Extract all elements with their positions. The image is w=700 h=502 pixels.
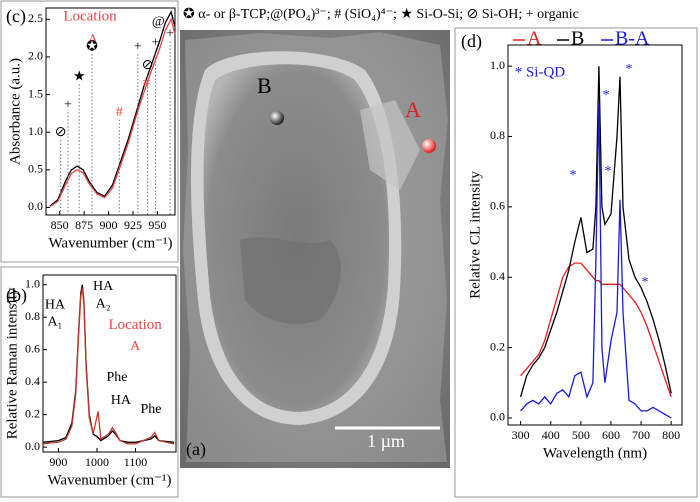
series-line [42, 287, 175, 445]
chart-panel: 300 400 500 600 700 800 0.0 0.2 0.4 0.6 0.8 1.0 Wave… [454, 27, 698, 498]
annotation: HA [111, 393, 132, 408]
plot-frame [507, 44, 683, 426]
annotation: * Si-QD [515, 65, 566, 81]
y-tick-label: 0.5 [28, 162, 43, 176]
annotation: * [570, 168, 577, 183]
point-marker [422, 139, 436, 153]
annotation: + [134, 39, 142, 54]
chart-panel: 900 1000 1100 0.0 0.2 0.4 0.6 0.8 1.0 Wavenumber … [0, 266, 179, 498]
panel-frame [454, 27, 698, 498]
sem-image: B A 1 µm (a) [180, 30, 450, 468]
panel-label: (b) [6, 285, 27, 306]
y-tick-label: 2.5 [28, 11, 43, 25]
annotation: * [626, 62, 633, 77]
scale-bar-label: 1 µm [367, 431, 405, 451]
x-tick-label: 500 [572, 428, 590, 442]
series-line [49, 10, 176, 207]
point-label: B [257, 73, 272, 98]
series-line [520, 101, 672, 419]
legend-label: B [571, 28, 584, 50]
annotation: Location [63, 8, 117, 24]
header: ✪ α- or β-TCP;@(PO₄)³⁻; # (SiO₄)⁴⁻; ★ Si… [183, 7, 579, 22]
panel-label: (c) [6, 6, 26, 27]
annotation: ✪ [86, 39, 98, 54]
y-tick-label: 0.2 [490, 339, 505, 353]
annotation: Phe [140, 402, 161, 417]
annotation: # [116, 105, 123, 120]
crater-feature [240, 237, 341, 324]
annotation: HA [93, 279, 114, 294]
x-tick-label: 600 [602, 428, 620, 442]
annotation: @ [152, 15, 165, 30]
x-tick-label: 400 [542, 428, 560, 442]
legend-label: B-A [615, 28, 650, 50]
x-tick-label: 850 [51, 218, 69, 232]
x-tick-label: 875 [75, 218, 93, 232]
y-axis-label: Relative Raman intensity [4, 287, 20, 439]
y-tick-label: 0.0 [28, 199, 43, 213]
series-line [49, 17, 176, 208]
y-tick-label: 0.0 [490, 410, 505, 424]
y-tick-label: 1.5 [28, 86, 43, 100]
annotation: + [64, 97, 72, 112]
y-tick-label: 0.4 [490, 269, 505, 283]
legend-label: A [527, 28, 542, 50]
y-tick-label: 0.2 [25, 406, 40, 420]
annotation: A₂ [96, 296, 111, 311]
plot-frame [45, 7, 176, 216]
annotation: # [143, 75, 150, 90]
annotation: A₁ [47, 314, 62, 329]
annotation: * [603, 88, 610, 103]
x-axis-label: Wavenumber (cm⁻¹) [48, 235, 172, 251]
annotation: + [166, 27, 174, 42]
annotation: A [88, 33, 99, 48]
debris [360, 100, 420, 190]
x-tick-label: 925 [124, 218, 142, 232]
panel-frame [0, 0, 179, 263]
y-tick-label: 0.0 [25, 439, 40, 453]
y-axis-label: Absorbance (a.u.) [7, 58, 23, 165]
plot-frame [42, 274, 177, 453]
y-tick-label: 0.8 [490, 128, 505, 142]
x-axis-label: Wavelength (nm) [543, 445, 647, 461]
x-tick-label: 900 [49, 455, 67, 469]
annotation: + [152, 36, 160, 51]
y-tick-label: 1.0 [28, 124, 43, 138]
x-tick-label: 800 [662, 428, 680, 442]
x-tick-label: 900 [100, 218, 118, 232]
x-tick-label: 1000 [85, 455, 109, 469]
y-tick-label: 2.0 [28, 49, 43, 63]
annotation: ★ [73, 69, 86, 84]
panel-frame [0, 266, 179, 498]
panel-label: (a) [186, 439, 206, 460]
chart-panel: 850 875 900 925 950 0.0 0.5 1.0 1.5 2.0 2.5 Wavenum… [0, 0, 179, 263]
x-tick-label: 1100 [124, 455, 148, 469]
y-tick-label: 0.6 [25, 341, 40, 355]
y-tick-label: 1.0 [490, 58, 505, 72]
series-line [519, 66, 672, 398]
annotation: * [641, 275, 648, 290]
annotation: Location [108, 317, 162, 333]
crater [203, 64, 390, 412]
panel-label: (d) [461, 31, 482, 52]
annotation: A [130, 339, 141, 354]
x-axis-label: Wavenumber (cm⁻¹) [47, 472, 171, 488]
annotation: HA [45, 297, 66, 312]
annotation: ⊘ [55, 125, 67, 140]
point-label: A [405, 97, 421, 122]
annotation: ⊘ [142, 58, 154, 73]
series-line [520, 262, 672, 398]
point-marker [270, 111, 284, 125]
y-tick-label: 1.0 [25, 276, 40, 290]
x-tick-label: 300 [512, 428, 530, 442]
y-axis-label: Relative CL intensity [467, 171, 483, 299]
annotation: * [604, 164, 611, 179]
annotation: Phe [107, 370, 128, 385]
x-tick-label: 700 [632, 428, 650, 442]
x-tick-label: 950 [148, 218, 166, 232]
y-tick-label: 0.8 [25, 309, 40, 323]
y-tick-label: 0.6 [490, 199, 505, 213]
y-tick-label: 0.4 [25, 374, 40, 388]
